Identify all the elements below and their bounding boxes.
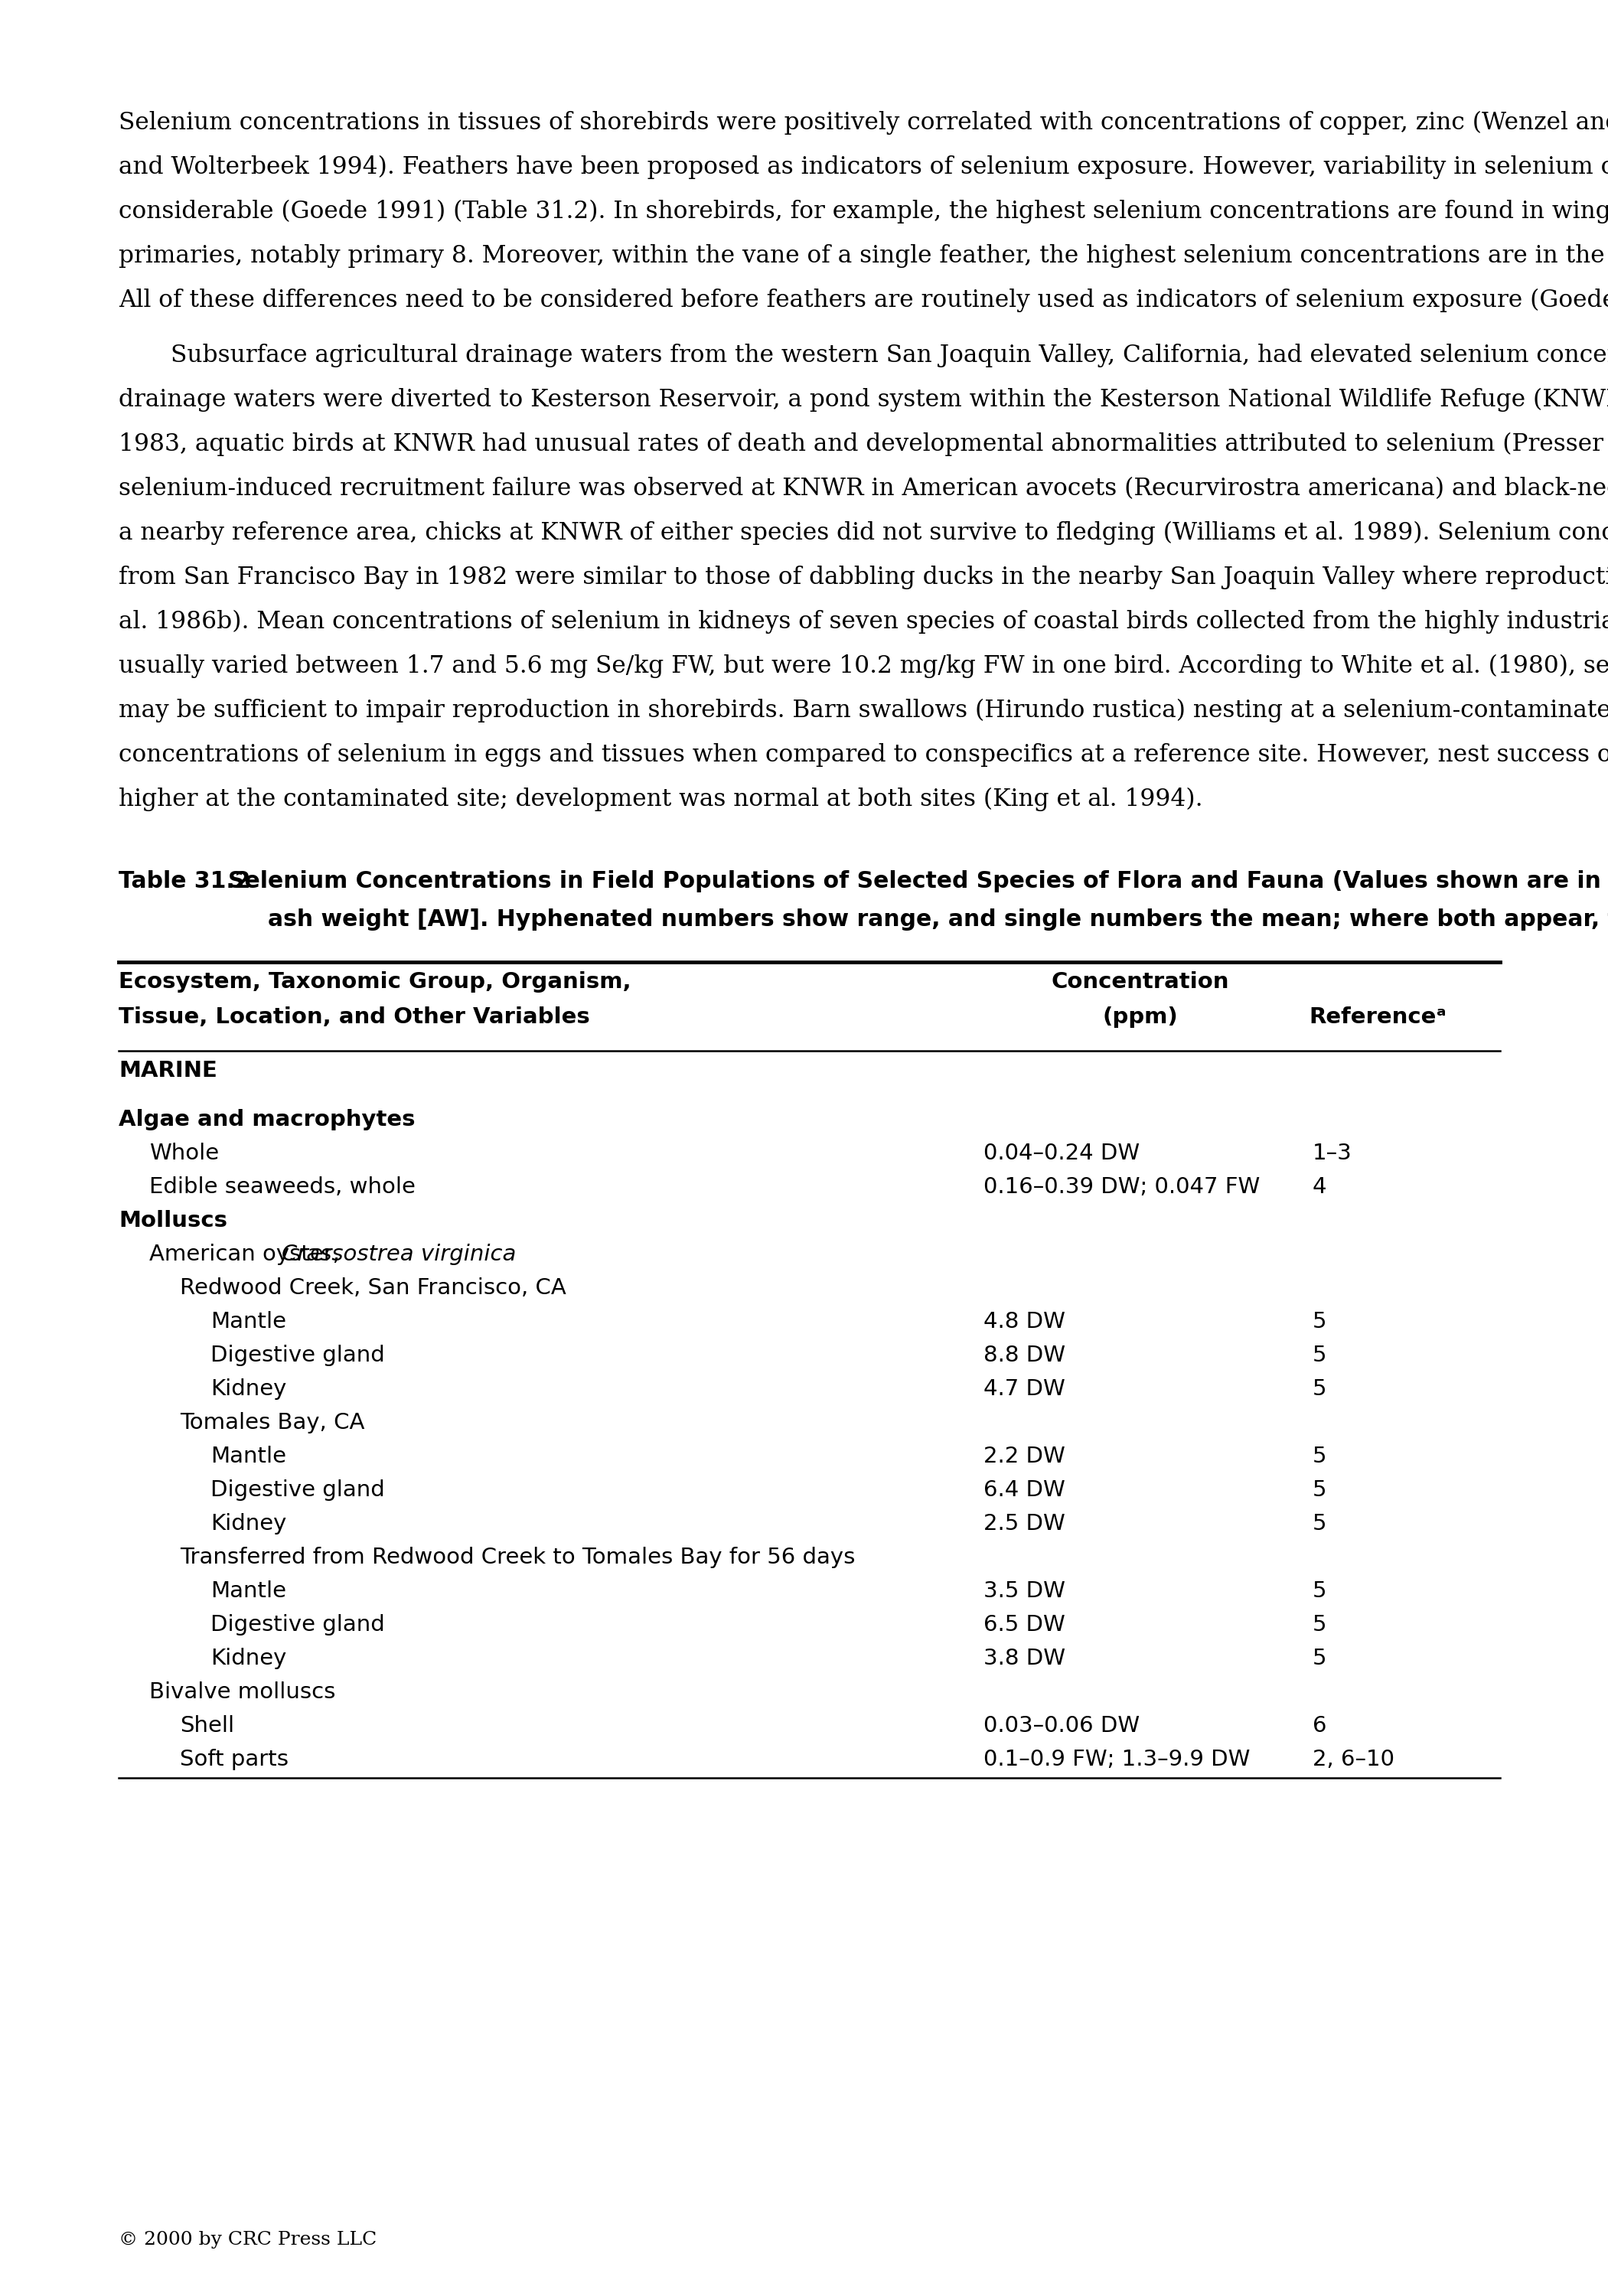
Text: Whole: Whole (150, 1143, 219, 1164)
Text: Soft parts: Soft parts (180, 1750, 288, 1770)
Text: Transferred from Redwood Creek to Tomales Bay for 56 days: Transferred from Redwood Creek to Tomale… (180, 1548, 855, 1568)
Text: 0.1–0.9 FW; 1.3–9.9 DW: 0.1–0.9 FW; 1.3–9.9 DW (984, 1750, 1249, 1770)
Text: 4: 4 (1312, 1176, 1327, 1199)
Text: Crassostrea virginica: Crassostrea virginica (281, 1244, 516, 1265)
Text: Mantle: Mantle (211, 1311, 286, 1332)
Text: All of these differences need to be considered before feathers are routinely use: All of these differences need to be cons… (119, 289, 1608, 312)
Text: Kidney: Kidney (211, 1378, 286, 1401)
Text: Mantle: Mantle (211, 1580, 286, 1603)
Text: 5: 5 (1312, 1479, 1327, 1502)
Text: Referenceᵃ: Referenceᵃ (1309, 1006, 1446, 1029)
Text: 5: 5 (1312, 1446, 1327, 1467)
Text: Concentration: Concentration (1052, 971, 1230, 992)
Text: considerable (Goede 1991) (Table 31.2). In shorebirds, for example, the highest : considerable (Goede 1991) (Table 31.2). … (119, 200, 1608, 223)
Text: 6.5 DW: 6.5 DW (984, 1614, 1064, 1635)
Text: 4.7 DW: 4.7 DW (984, 1378, 1064, 1401)
Text: 6: 6 (1312, 1715, 1327, 1736)
Text: ash weight [AW]. Hyphenated numbers show range, and single numbers the mean; whe: ash weight [AW]. Hyphenated numbers show… (269, 909, 1608, 930)
Text: and Wolterbeek 1994). Feathers have been proposed as indicators of selenium expo: and Wolterbeek 1994). Feathers have been… (119, 156, 1608, 179)
Text: Molluscs: Molluscs (119, 1210, 227, 1231)
Text: may be sufficient to impair reproduction in shorebirds. Barn swallows (Hirundo r: may be sufficient to impair reproduction… (119, 698, 1608, 723)
Text: 5: 5 (1312, 1614, 1327, 1635)
Text: usually varied between 1.7 and 5.6 mg Se/kg FW, but were 10.2 mg/kg FW in one bi: usually varied between 1.7 and 5.6 mg Se… (119, 654, 1608, 677)
Text: 0.16–0.39 DW; 0.047 FW: 0.16–0.39 DW; 0.047 FW (984, 1176, 1261, 1199)
Text: Digestive gland: Digestive gland (211, 1345, 384, 1366)
Text: 2.2 DW: 2.2 DW (984, 1446, 1064, 1467)
Text: selenium-induced recruitment failure was observed at KNWR in American avocets (R: selenium-induced recruitment failure was… (119, 478, 1608, 501)
Text: a nearby reference area, chicks at KNWR of either species did not survive to fle: a nearby reference area, chicks at KNWR … (119, 521, 1608, 544)
Text: Mantle: Mantle (211, 1446, 286, 1467)
Text: Tomales Bay, CA: Tomales Bay, CA (180, 1412, 365, 1433)
Text: 3.5 DW: 3.5 DW (984, 1580, 1064, 1603)
Text: 5: 5 (1312, 1580, 1327, 1603)
Text: primaries, notably primary 8. Moreover, within the vane of a single feather, the: primaries, notably primary 8. Moreover, … (119, 243, 1608, 269)
Text: Redwood Creek, San Francisco, CA: Redwood Creek, San Francisco, CA (180, 1277, 566, 1300)
Text: Kidney: Kidney (211, 1649, 286, 1669)
Text: drainage waters were diverted to Kesterson Reservoir, a pond system within the K: drainage waters were diverted to Kesters… (119, 388, 1608, 411)
Text: Selenium Concentrations in Field Populations of Selected Species of Flora and Fa: Selenium Concentrations in Field Populat… (228, 870, 1608, 893)
Text: 2, 6–10: 2, 6–10 (1312, 1750, 1394, 1770)
Text: Digestive gland: Digestive gland (211, 1614, 384, 1635)
Text: 6.4 DW: 6.4 DW (984, 1479, 1064, 1502)
Text: Digestive gland: Digestive gland (211, 1479, 384, 1502)
Text: Algae and macrophytes: Algae and macrophytes (119, 1109, 415, 1130)
Text: (ppm): (ppm) (1103, 1006, 1179, 1029)
Text: al. 1986b). Mean concentrations of selenium in kidneys of seven species of coast: al. 1986b). Mean concentrations of selen… (119, 611, 1608, 634)
Text: 1983, aquatic birds at KNWR had unusual rates of death and developmental abnorma: 1983, aquatic birds at KNWR had unusual … (119, 432, 1608, 457)
Text: Edible seaweeds, whole: Edible seaweeds, whole (150, 1176, 415, 1199)
Text: Selenium concentrations in tissues of shorebirds were positively correlated with: Selenium concentrations in tissues of sh… (119, 110, 1608, 135)
Text: Table 31.2: Table 31.2 (119, 870, 251, 893)
Text: © 2000 by CRC Press LLC: © 2000 by CRC Press LLC (119, 2232, 376, 2248)
Text: Bivalve molluscs: Bivalve molluscs (150, 1681, 336, 1704)
Text: 5: 5 (1312, 1345, 1327, 1366)
Text: 4.8 DW: 4.8 DW (984, 1311, 1064, 1332)
Text: 5: 5 (1312, 1378, 1327, 1401)
Text: 0.04–0.24 DW: 0.04–0.24 DW (984, 1143, 1140, 1164)
Text: Shell: Shell (180, 1715, 235, 1736)
Text: Subsurface agricultural drainage waters from the western San Joaquin Valley, Cal: Subsurface agricultural drainage waters … (170, 344, 1608, 367)
Text: 3.8 DW: 3.8 DW (984, 1649, 1066, 1669)
Text: 5: 5 (1312, 1513, 1327, 1534)
Text: 2.5 DW: 2.5 DW (984, 1513, 1064, 1534)
Text: 0.03–0.06 DW: 0.03–0.06 DW (984, 1715, 1140, 1736)
Text: MARINE: MARINE (119, 1061, 217, 1081)
Text: Kidney: Kidney (211, 1513, 286, 1534)
Text: 5: 5 (1312, 1649, 1327, 1669)
Text: Ecosystem, Taxonomic Group, Organism,: Ecosystem, Taxonomic Group, Organism, (119, 971, 630, 992)
Text: Tissue, Location, and Other Variables: Tissue, Location, and Other Variables (119, 1006, 590, 1029)
Text: 5: 5 (1312, 1311, 1327, 1332)
Text: 8.8 DW: 8.8 DW (984, 1345, 1066, 1366)
Text: from San Francisco Bay in 1982 were similar to those of dabbling ducks in the ne: from San Francisco Bay in 1982 were simi… (119, 565, 1608, 590)
Text: concentrations of selenium in eggs and tissues when compared to conspecifics at : concentrations of selenium in eggs and t… (119, 744, 1608, 767)
Text: higher at the contaminated site; development was normal at both sites (King et a: higher at the contaminated site; develop… (119, 788, 1203, 810)
Text: 1–3: 1–3 (1312, 1143, 1352, 1164)
Text: American oyster,: American oyster, (150, 1244, 347, 1265)
